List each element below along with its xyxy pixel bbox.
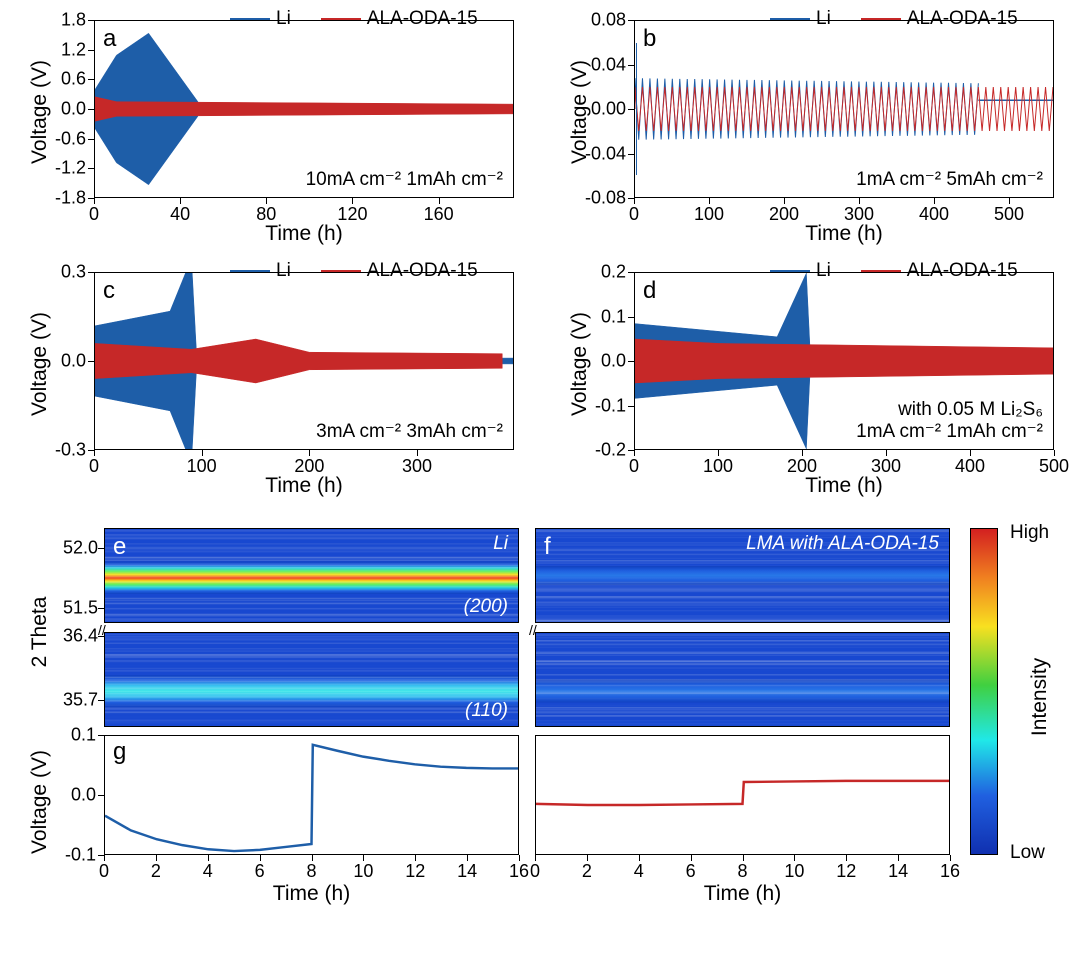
panel-d-xlabel: Time (h): [634, 474, 1054, 498]
panel-g-xlabel-left: Time (h): [104, 882, 519, 906]
colorbar-low: Low: [1010, 842, 1045, 864]
panel-f-lower: [535, 632, 950, 727]
panel-b-plot: b 1mA cm⁻² 5mAh cm⁻²: [634, 20, 1054, 198]
peak-110: (110): [465, 700, 508, 722]
panel-b-xlabel: Time (h): [634, 222, 1054, 246]
panel-b: b 1mA cm⁻² 5mAh cm⁻² Li ALA-ODA-15 Volta…: [550, 10, 1070, 260]
panel-a-annot: 10mA cm⁻² 1mAh cm⁻²: [306, 168, 503, 191]
panel-f-title: LMA with ALA-ODA-15: [746, 533, 939, 555]
panel-a-xlabel: Time (h): [94, 222, 514, 246]
panel-d-legend: Li ALA-ODA-15: [770, 260, 1018, 282]
panel-b-legend: Li ALA-ODA-15: [770, 8, 1018, 30]
colorbar: [970, 528, 998, 855]
panel-c-plot: c 3mA cm⁻² 3mAh cm⁻²: [94, 272, 514, 450]
panel-a-letter: a: [103, 25, 116, 53]
panel-c-legend: Li ALA-ODA-15: [230, 260, 478, 282]
panel-e-upper: e Li (200): [104, 528, 519, 623]
panel-ef-g: e Li (200) // (110) f LMA with ALA-ODA-1…: [10, 520, 1070, 950]
panel-e-title: Li: [493, 533, 508, 555]
panel-g-left: g: [104, 735, 519, 855]
panel-ef-ylabel: 2 Theta: [28, 572, 52, 692]
panel-d-letter: d: [643, 277, 656, 305]
colorbar-high: High: [1010, 522, 1049, 544]
panel-g-ylabel: Voltage (V): [28, 742, 52, 862]
panel-f-letter: f: [544, 533, 551, 561]
panel-a: a 10mA cm⁻² 1mAh cm⁻² Li ALA-ODA-15 Volt…: [10, 10, 530, 260]
peak-200: (200): [464, 596, 508, 618]
panel-c: c 3mA cm⁻² 3mAh cm⁻² Li ALA-ODA-15 Volta…: [10, 262, 530, 512]
panel-a-legend: Li ALA-ODA-15: [230, 8, 478, 30]
legend-li: Li: [230, 8, 291, 30]
panel-d: d with 0.05 M Li₂S₆ 1mA cm⁻² 1mAh cm⁻² L…: [550, 262, 1070, 512]
panel-d-annot2: 1mA cm⁻² 1mAh cm⁻²: [856, 420, 1043, 443]
panel-e-letter: e: [113, 533, 126, 561]
panel-e-lower: (110): [104, 632, 519, 727]
panel-d-annot1: with 0.05 M Li₂S₆: [898, 399, 1043, 421]
panel-b-letter: b: [643, 25, 656, 53]
panel-a-plot: a 10mA cm⁻² 1mAh cm⁻²: [94, 20, 514, 198]
panel-c-xlabel: Time (h): [94, 474, 514, 498]
panel-g-xlabel-right: Time (h): [535, 882, 950, 906]
panel-f-upper: f LMA with ALA-ODA-15: [535, 528, 950, 623]
panel-g-letter: g: [113, 738, 126, 766]
colorbar-label: Intensity: [1028, 637, 1052, 757]
panel-c-annot: 3mA cm⁻² 3mAh cm⁻²: [316, 420, 503, 443]
panel-d-plot: d with 0.05 M Li₂S₆ 1mA cm⁻² 1mAh cm⁻²: [634, 272, 1054, 450]
legend-ala: ALA-ODA-15: [321, 8, 478, 30]
panel-b-annot: 1mA cm⁻² 5mAh cm⁻²: [856, 168, 1043, 191]
panel-g-right: [535, 735, 950, 855]
panel-c-letter: c: [103, 277, 115, 305]
